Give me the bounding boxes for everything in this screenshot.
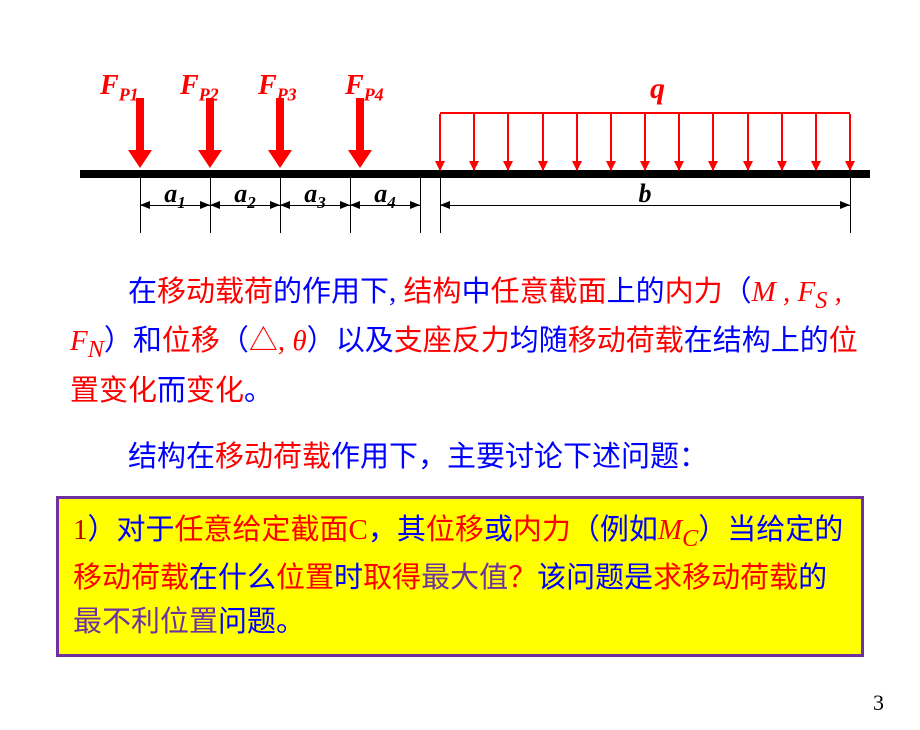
distributed-arrow: [644, 114, 646, 170]
dim-label: a2: [234, 179, 256, 213]
text-span: S: [815, 287, 827, 314]
dim-label: a1: [164, 179, 186, 213]
text-span: 。: [244, 375, 273, 407]
text-span: ）当给定的: [698, 514, 843, 546]
text-span: 任意给定截面C: [175, 514, 368, 546]
text-span: 而: [157, 375, 186, 407]
text-span: 移动荷载: [73, 562, 189, 594]
text-span: （: [723, 276, 752, 308]
text-span: ）: [104, 325, 133, 357]
text-span: （例如: [571, 514, 658, 546]
text-span: 移动荷载: [568, 325, 684, 357]
text-span: C: [682, 525, 698, 552]
text-span: 时: [334, 562, 363, 594]
distributed-arrow: [439, 114, 441, 170]
text-span: 任意截面: [491, 276, 607, 308]
highlighted-question-box: 1）对于任意给定截面C，其位移或内力（例如MC）当给定的移动荷载在什么位置时取得…: [56, 496, 864, 657]
distributed-arrow: [781, 114, 783, 170]
point-load-arrow: [356, 98, 364, 168]
distributed-arrow: [542, 114, 544, 170]
paragraph-internal-forces: 在移动载荷的作用下, 结构中任意截面上的内力（M , FS , FN）和位移（△…: [70, 270, 860, 413]
text-span: 移动荷载: [215, 441, 331, 473]
text-span: 问题。: [218, 606, 305, 638]
beam: [80, 170, 870, 178]
distributed-arrow: [712, 114, 714, 170]
text-span: 内力: [513, 514, 571, 546]
text-span: 结构在: [128, 441, 215, 473]
dim-tick: [850, 175, 851, 233]
distributed-arrow: [815, 114, 817, 170]
dim-label: a4: [374, 179, 396, 213]
text-span: 变化: [186, 375, 244, 407]
text-span: 最大值: [421, 562, 508, 594]
text-span: 结构: [404, 276, 462, 308]
text-span: N: [88, 336, 104, 363]
text-span: M , F: [752, 276, 816, 308]
text-span: 在什么: [189, 562, 276, 594]
distributed-arrow: [610, 114, 612, 170]
text-span: 以及: [336, 325, 394, 357]
text-span: 作用下，主要讨论下述问题：: [331, 441, 708, 473]
text-span: 支座反力: [394, 325, 510, 357]
point-load-arrow: [276, 98, 284, 168]
text-span: 中: [462, 276, 491, 308]
text-span: 和: [133, 325, 162, 357]
text-span: 在: [128, 276, 157, 308]
text-span: θ: [292, 325, 306, 357]
text-span: 上的: [607, 276, 665, 308]
text-span: 该问题是: [537, 562, 653, 594]
text-span: ）对于: [88, 514, 175, 546]
distributed-arrow: [576, 114, 578, 170]
point-load-arrow: [206, 98, 214, 168]
text-span: 1: [73, 514, 88, 546]
text-span: 在结构上的: [684, 325, 829, 357]
text-span: ，其: [368, 514, 426, 546]
text-span: 最不利位置: [73, 606, 218, 638]
text-span: 内力: [665, 276, 723, 308]
text-span: 位置: [276, 562, 334, 594]
force-label: FP3: [258, 70, 297, 106]
text-span: 求移动荷载: [653, 562, 798, 594]
text-span: 取得: [363, 562, 421, 594]
page-number: 3: [873, 690, 884, 716]
paragraph-topics: 结构在移动荷载作用下，主要讨论下述问题：: [70, 435, 860, 480]
distributed-arrow: [473, 114, 475, 170]
text-span: ？: [508, 562, 537, 594]
text-span: 的: [798, 562, 827, 594]
force-label: FP1: [100, 70, 139, 106]
q-label: q: [650, 72, 665, 106]
beam-load-diagram: FP1 FP2 FP3 FP4 q a1 a2 a3 a4 b: [60, 40, 880, 250]
point-load-arrow: [136, 98, 144, 168]
text-span: 或: [484, 514, 513, 546]
distributed-arrow: [507, 114, 509, 170]
dim-label: a3: [304, 179, 326, 213]
text-span: △,: [249, 325, 293, 357]
distributed-arrow: [678, 114, 680, 170]
force-label: FP2: [180, 70, 219, 106]
text-span: 位移: [162, 325, 220, 357]
dim-tick: [420, 175, 421, 233]
distributed-load: [440, 112, 850, 114]
text-span: M: [658, 514, 682, 546]
text-span: 移动载荷: [157, 276, 273, 308]
dim-label: b: [639, 179, 652, 209]
text-span: 的作用下,: [273, 276, 404, 308]
text-span: （: [220, 325, 249, 357]
text-span: 位移: [426, 514, 484, 546]
force-label: FP4: [345, 70, 384, 106]
text-span: ）: [307, 325, 336, 357]
text-span: 均随: [510, 325, 568, 357]
distributed-arrow: [849, 114, 851, 170]
distributed-arrow: [747, 114, 749, 170]
